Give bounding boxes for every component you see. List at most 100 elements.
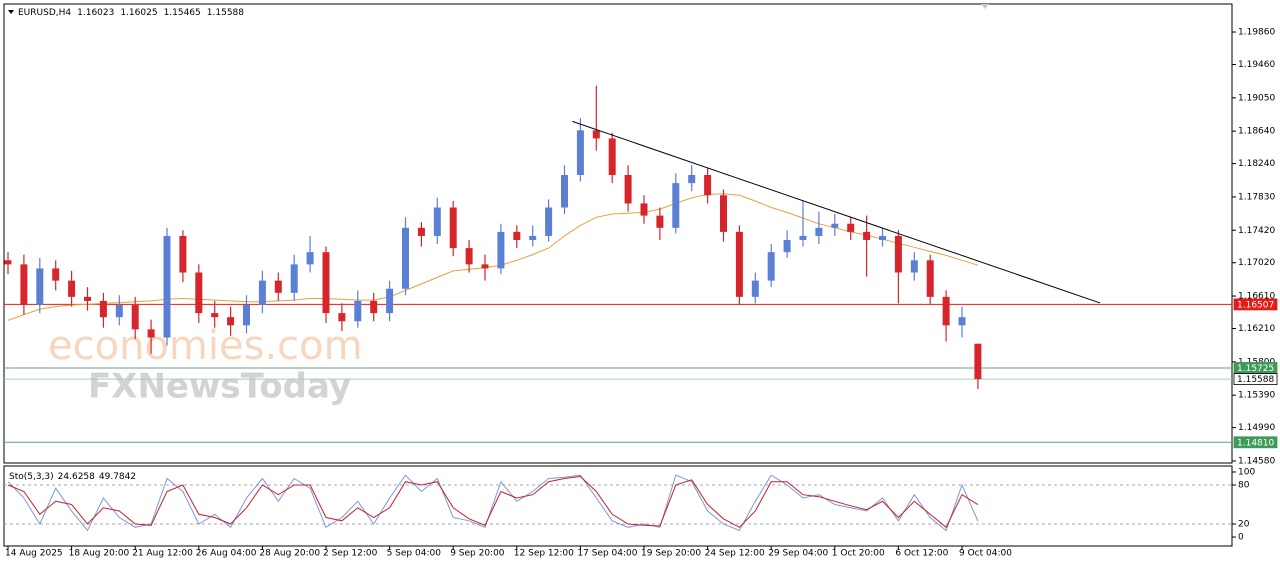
candle-body (52, 268, 60, 281)
candle-body (576, 130, 584, 176)
x-tick-label: 1 Oct 20:00 (832, 549, 885, 559)
candle-body (879, 235, 886, 240)
watermark-text: FXNewsToday (88, 367, 351, 407)
candle-body (274, 280, 282, 293)
candle-body (751, 280, 759, 297)
price-badge-label: 1.15588 (1237, 375, 1274, 385)
trendline (572, 120, 1101, 304)
x-tick-label: 12 Sep 12:00 (514, 549, 574, 559)
candle-body (847, 223, 855, 232)
candle-body (608, 138, 616, 176)
candle-body (831, 223, 839, 228)
candle-body (402, 227, 409, 289)
candle-body (147, 329, 155, 338)
indicator-title: Sto(5,3,3) 24.6258 49.7842 (9, 472, 136, 482)
price-badge (1233, 373, 1278, 385)
candle-body (958, 317, 966, 326)
candle-body (529, 235, 537, 240)
indicator-panel (3, 465, 1233, 547)
candle-body (974, 343, 982, 380)
y-tick-label: 1.18640 (1238, 127, 1275, 137)
candle-body (290, 264, 298, 293)
chart-title: EURUSD,H4 1.16023 1.16025 1.15465 1.15588 (18, 8, 244, 18)
x-tick-label: 29 Sep 04:00 (768, 549, 828, 559)
price-badge-label: 1.16507 (1237, 300, 1274, 310)
candle-body (354, 300, 362, 322)
main-panel (3, 3, 1233, 464)
candle-body (894, 235, 902, 273)
y-tick-label: 1.17830 (1238, 192, 1275, 202)
x-tick-label: 18 Aug 20:00 (69, 549, 130, 559)
stochastic-line (7, 474, 979, 532)
candle-body (545, 207, 553, 236)
y-tick-label: 1.14990 (1238, 423, 1275, 433)
y-tick-label: 100 (1238, 467, 1255, 477)
candle-body (672, 183, 680, 228)
candle-body (179, 235, 187, 273)
x-tick-label: 28 Aug 20:00 (259, 549, 320, 559)
candle-body (815, 227, 823, 236)
y-tick-label: 1.18240 (1238, 159, 1275, 169)
x-tick-label: 5 Sep 04:00 (387, 549, 442, 559)
candle-body (163, 235, 171, 338)
candle-body (624, 175, 632, 204)
candle-body (704, 175, 712, 196)
candle-body (417, 227, 425, 236)
y-tick-label: 1.17020 (1238, 258, 1275, 268)
candle-body (926, 260, 934, 297)
title-part: EURUSD,H4 (18, 8, 71, 18)
y-tick-label: 1.19460 (1238, 60, 1275, 70)
indicator-value: 49.7842 (99, 472, 136, 482)
candle-body (799, 235, 807, 240)
candle-body (863, 231, 871, 240)
candle-body (735, 231, 743, 297)
candle-body (656, 215, 664, 228)
candle-body (592, 130, 600, 139)
candle-body (561, 175, 568, 208)
candle-body (497, 231, 505, 269)
plot-layer: 1.19860 1.19460 1.19050 1.18640 1.18240 1.178… (4, 8, 1278, 559)
x-tick-label: 14 Aug 2025 (5, 549, 63, 559)
candle-body (68, 280, 76, 297)
x-tick-label: 9 Oct 04:00 (959, 549, 1012, 559)
candle-body (99, 300, 107, 318)
x-tick-label: 2 Sep 12:00 (323, 549, 378, 559)
candle-body (433, 207, 441, 236)
stochastic-line (7, 475, 979, 529)
x-tick-label: 6 Oct 12:00 (895, 549, 948, 559)
candle-body (211, 313, 219, 318)
price-badge (1233, 298, 1278, 311)
y-tick-label: 1.19050 (1238, 93, 1275, 103)
candle-body (513, 231, 521, 240)
candle-body (306, 252, 314, 265)
candle-body (227, 317, 235, 326)
candle-body (115, 304, 123, 318)
title-part: 1.15465 (164, 8, 201, 18)
candle-body (449, 207, 457, 249)
candle-body (20, 264, 28, 305)
watermark-text: economies.com (48, 323, 363, 369)
y-tick-label: 1.16610 (1238, 292, 1275, 302)
x-tick-label: 21 Aug 12:00 (132, 549, 193, 559)
candle-body (767, 252, 775, 281)
menu-arrow[interactable] (8, 10, 14, 14)
candle-body (942, 296, 950, 326)
x-tick-label: 9 Sep 20:00 (450, 549, 505, 559)
candle-body (640, 203, 648, 216)
y-tick-label: 80 (1238, 480, 1250, 490)
x-tick-label: 19 Sep 20:00 (641, 549, 701, 559)
y-tick-label: 1.15390 (1238, 391, 1275, 401)
price-badge-label: 1.14810 (1237, 438, 1274, 448)
candle-body (481, 264, 489, 269)
candle-body (195, 272, 203, 314)
candle-body (84, 296, 91, 301)
candle-body (783, 239, 791, 253)
candle-body (910, 260, 918, 273)
y-tick-label: 20 (1238, 520, 1250, 530)
indicator-name: Sto(5,3,3) (9, 472, 54, 482)
y-tick-label: 1.14580 (1238, 456, 1275, 466)
y-tick-label: 1.19860 (1238, 28, 1275, 38)
title-part: 1.16023 (77, 8, 114, 18)
